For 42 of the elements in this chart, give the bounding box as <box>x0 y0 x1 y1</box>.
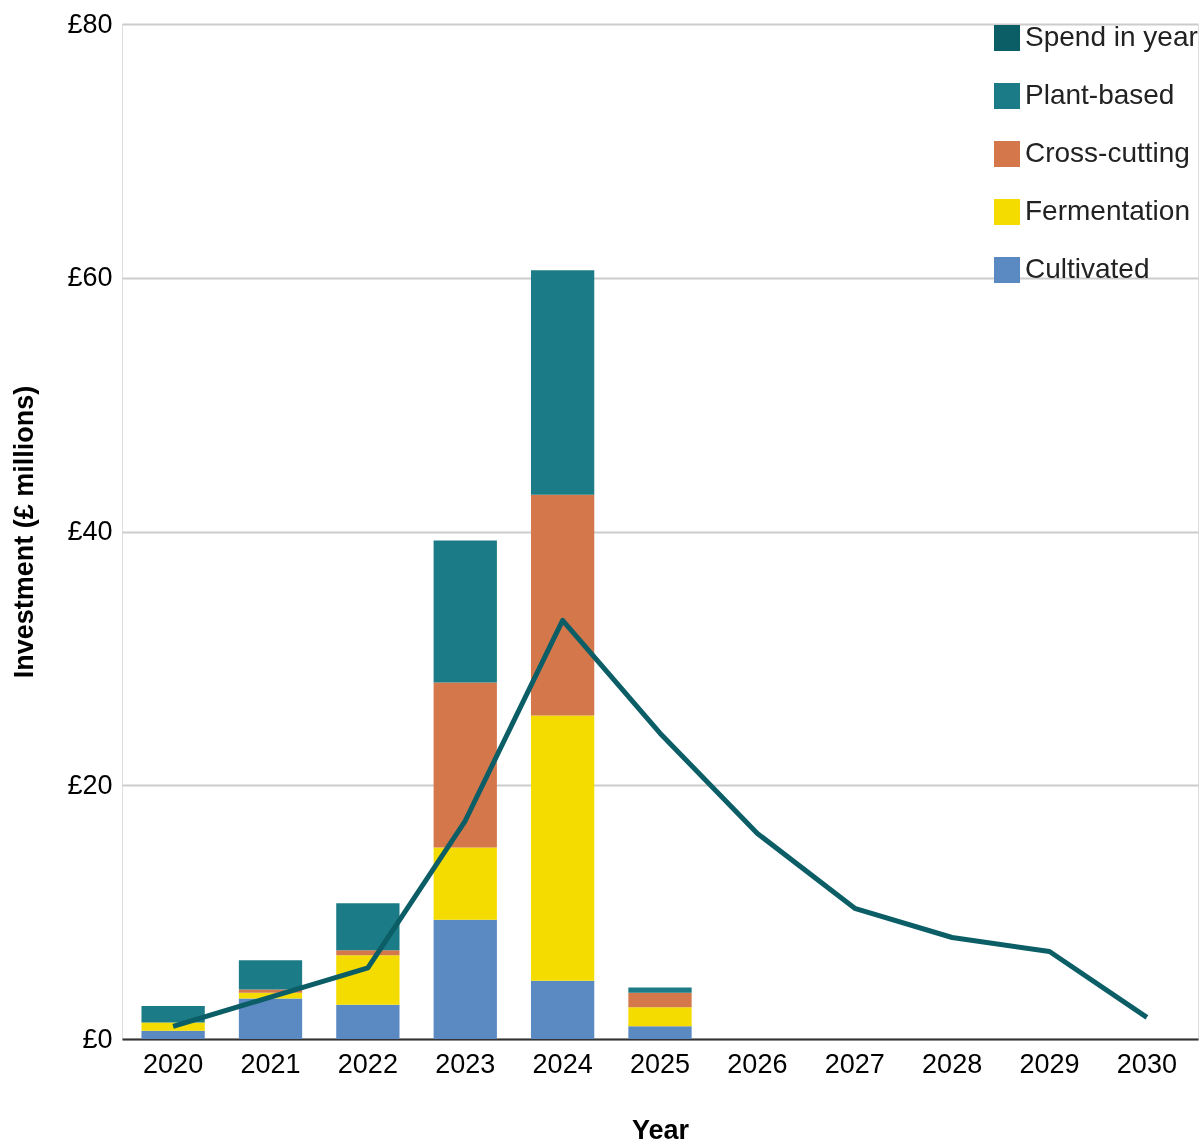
bar <box>530 270 595 495</box>
bar <box>628 1026 692 1039</box>
x-tick-label: 2023 <box>435 1048 496 1079</box>
legend-label: Cultivated <box>1025 253 1150 284</box>
bar <box>530 494 595 716</box>
bar <box>336 955 400 1005</box>
x-axis-title: Year <box>631 1114 690 1145</box>
bar <box>628 987 692 993</box>
bar <box>336 950 400 956</box>
x-tick-label: 2026 <box>727 1048 788 1079</box>
x-tick-label: 2020 <box>143 1048 204 1079</box>
bar <box>336 903 400 951</box>
bar <box>238 960 303 990</box>
bar <box>336 1004 400 1039</box>
bar <box>628 1007 692 1027</box>
bar <box>530 980 595 1039</box>
y-axis-title: Investment (£ millions) <box>9 385 40 679</box>
legend-label: Fermentation <box>1025 195 1190 226</box>
y-tick-label: £60 <box>67 262 113 293</box>
y-tick-label: £0 <box>82 1023 113 1054</box>
legend-label: Cross-cutting <box>1025 137 1190 168</box>
bar <box>628 992 692 1008</box>
x-tick-label: 2027 <box>824 1048 885 1079</box>
y-tick-label: £80 <box>67 8 113 39</box>
x-tick-label: 2029 <box>1019 1048 1080 1079</box>
bar <box>433 847 497 920</box>
x-tick-label: 2024 <box>532 1048 593 1079</box>
bar <box>530 715 595 981</box>
legend-label: Plant-based <box>1025 79 1175 110</box>
x-tick-label: 2022 <box>337 1048 398 1079</box>
x-tick-label: 2030 <box>1116 1048 1177 1079</box>
bar <box>433 540 497 683</box>
x-tick-label: 2021 <box>240 1048 301 1079</box>
x-tick-label: 2025 <box>629 1048 691 1079</box>
bar <box>433 682 497 848</box>
bar <box>433 919 497 1039</box>
x-tick-label: 2028 <box>922 1048 983 1079</box>
y-tick-label: £40 <box>67 516 113 546</box>
y-tick-label: £20 <box>67 769 113 800</box>
legend-label: Spend in year <box>1025 21 1198 52</box>
bar <box>141 1030 205 1039</box>
bar <box>238 998 303 1039</box>
